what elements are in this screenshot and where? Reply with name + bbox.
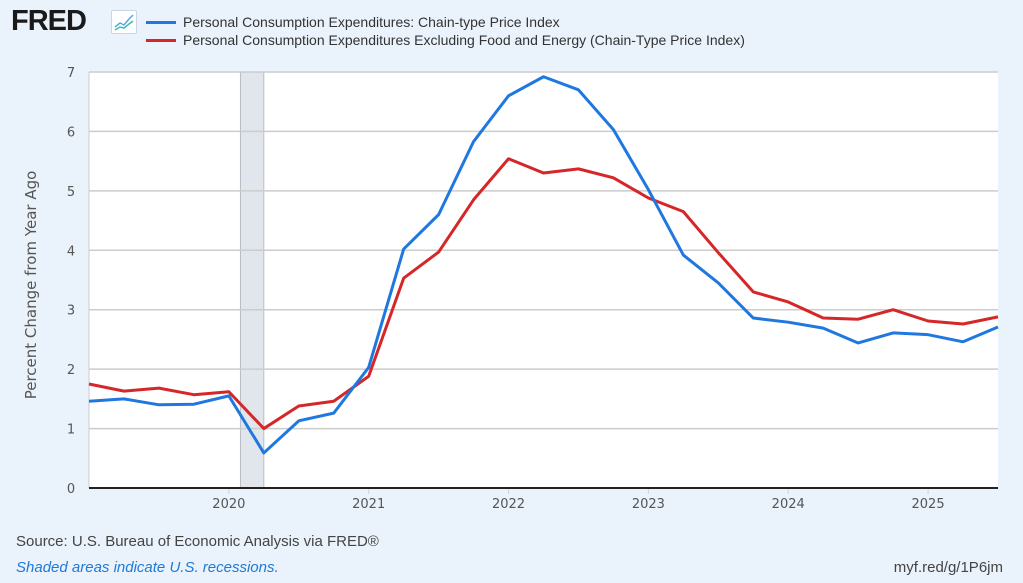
- legend-swatch-pce: [146, 20, 176, 24]
- x-tick-label: 2023: [632, 497, 665, 512]
- fred-logo[interactable]: FRED: [11, 5, 87, 37]
- legend-swatch-core-pce: [146, 38, 176, 42]
- y-tick-label: 4: [67, 244, 75, 259]
- y-tick-label: 1: [67, 423, 75, 438]
- y-tick-label: 6: [67, 125, 75, 140]
- plot-area: [89, 72, 998, 488]
- y-tick-label: 2: [67, 363, 75, 378]
- legend: Personal Consumption Expenditures: Chain…: [146, 13, 745, 49]
- series-layer: [88, 75, 999, 455]
- y-tick-label: 5: [67, 185, 75, 200]
- x-tick-label: 2020: [212, 497, 245, 512]
- y-tick-label: 7: [67, 66, 75, 81]
- short-url-link[interactable]: myf.red/g/1P6jm: [893, 559, 1003, 576]
- legend-label-pce: Personal Consumption Expenditures: Chain…: [183, 14, 560, 30]
- y-tick-label: 3: [67, 304, 75, 319]
- y-tick-label: 0: [67, 482, 75, 497]
- x-tick-label: 2024: [772, 497, 805, 512]
- legend-item-core-pce[interactable]: Personal Consumption Expenditures Exclud…: [146, 31, 745, 49]
- grid-layer: [88, 71, 998, 488]
- legend-item-pce[interactable]: Personal Consumption Expenditures: Chain…: [146, 13, 745, 31]
- legend-label-core-pce: Personal Consumption Expenditures Exclud…: [183, 32, 745, 48]
- series-line-core-pce: [88, 157, 999, 431]
- source-text: Source: U.S. Bureau of Economic Analysis…: [16, 533, 379, 550]
- axis-layer: 0 1 2 3 4 5 6 7 2020 2021 2022 2023 2024 2025: [67, 66, 998, 512]
- x-tick-label: 2025: [912, 497, 945, 512]
- series-line-pce: [88, 75, 999, 455]
- x-tick-label: 2021: [352, 497, 385, 512]
- y-axis-label: Percent Change from Year Ago: [22, 171, 40, 400]
- line-chart-icon: [111, 10, 137, 34]
- recession-note: Shaded areas indicate U.S. recessions.: [16, 559, 279, 576]
- chart-header: FRED Personal Consumption Expenditures: …: [0, 0, 1023, 55]
- x-tick-label: 2022: [492, 497, 525, 512]
